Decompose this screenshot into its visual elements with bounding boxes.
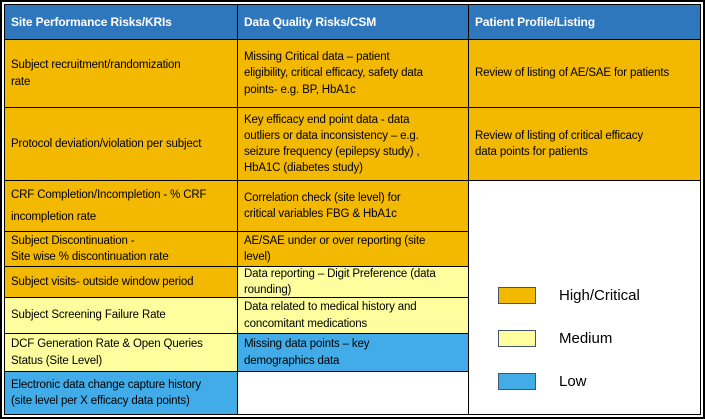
table-cell-key-efficacy-endpoint: Key efficacy end point data - data outli… (238, 108, 468, 180)
risk-table: Site Performance Risks/KRIs Data Quality… (4, 4, 701, 415)
cell-text: Subject Screening Failure Rate (11, 309, 166, 322)
table-cell-medical-history-data: Data related to medical history and conc… (238, 298, 468, 333)
cell-text: Correlation check (site level) for criti… (244, 191, 401, 220)
cell-text: Subject Discontinuation - Site wise % di… (11, 234, 169, 263)
cell-text: CRF Completion/Incompletion - % CRF inco… (11, 188, 207, 223)
table-cell-screening-failure-rate: Subject Screening Failure Rate (5, 298, 237, 333)
legend-swatch-medium (498, 330, 536, 347)
legend-label-medium: Medium (559, 330, 613, 347)
cell-text: Subject visits- outside window period (11, 275, 194, 288)
cell-text: Data related to medical history and conc… (244, 301, 417, 330)
cell-text: Protocol deviation/violation per subject (11, 137, 202, 150)
cell-text: Review of listing of AE/SAE for patients (475, 67, 670, 80)
cell-text: Subject recruitment/randomization rate (11, 59, 181, 88)
header-label: Site Performance Risks/KRIs (11, 14, 172, 29)
legend-label-high: High/Critical (559, 287, 640, 304)
cell-text: AE/SAE under or over reporting (site lev… (244, 234, 426, 263)
table-cell-correlation-check: Correlation check (site level) for criti… (238, 181, 468, 231)
table-cell-protocol-deviation: Protocol deviation/violation per subject (5, 108, 237, 180)
legend-label-low: Low (559, 373, 587, 390)
legend-item-high: High/Critical (498, 285, 640, 306)
header-label: Data Quality Risks/CSM (244, 14, 377, 29)
cell-text: Missing data points – key demographics d… (244, 338, 370, 367)
table-cell-crf-completion: CRF Completion/Incompletion - % CRF inco… (5, 181, 237, 231)
column-header-site-performance-risks: Site Performance Risks/KRIs (5, 5, 237, 39)
column-header-data-quality-risks: Data Quality Risks/CSM (238, 5, 468, 39)
cell-text: Data reporting – Digit Preference (data … (244, 267, 436, 296)
cell-text: Review of listing of critical efficacy d… (475, 129, 643, 158)
header-label: Patient Profile/Listing (475, 14, 595, 29)
table-cell-empty (238, 372, 468, 414)
legend-swatch-low (498, 373, 536, 390)
cell-text: Missing Critical data – patient eligibil… (244, 51, 423, 96)
cell-text: Key efficacy end point data - data outli… (244, 113, 420, 175)
table-cell-dcf-generation-rate: DCF Generation Rate & Open Queries Statu… (5, 334, 237, 371)
table-cell-subject-recruitment: Subject recruitment/randomization rate (5, 40, 237, 107)
cell-text: Electronic data change capture history (… (11, 378, 201, 407)
legend-item-medium: Medium (498, 328, 640, 349)
table-cell-subject-visits-window: Subject visits- outside window period (5, 267, 237, 297)
table-cell-review-critical-efficacy: Review of listing of critical efficacy d… (469, 108, 700, 180)
severity-legend: High/Critical Medium Low (498, 285, 640, 392)
table-cell-electronic-data-change: Electronic data change capture history (… (5, 372, 237, 414)
table-cell-subject-discontinuation: Subject Discontinuation - Site wise % di… (5, 232, 237, 266)
legend-item-low: Low (498, 371, 640, 392)
table-cell-ae-sae-reporting: AE/SAE under or over reporting (site lev… (238, 232, 468, 266)
legend-swatch-high (498, 287, 536, 304)
column-header-patient-profile-listing: Patient Profile/Listing (469, 5, 700, 39)
table-cell-digit-preference: Data reporting – Digit Preference (data … (238, 267, 468, 297)
table-cell-missing-demographics: Missing data points – key demographics d… (238, 334, 468, 371)
cell-text: DCF Generation Rate & Open Queries Statu… (11, 338, 203, 367)
legend-area-cell: High/Critical Medium Low (469, 181, 700, 414)
table-cell-missing-critical-data: Missing Critical data – patient eligibil… (238, 40, 468, 107)
table-cell-review-ae-sae-listing: Review of listing of AE/SAE for patients (469, 40, 700, 107)
